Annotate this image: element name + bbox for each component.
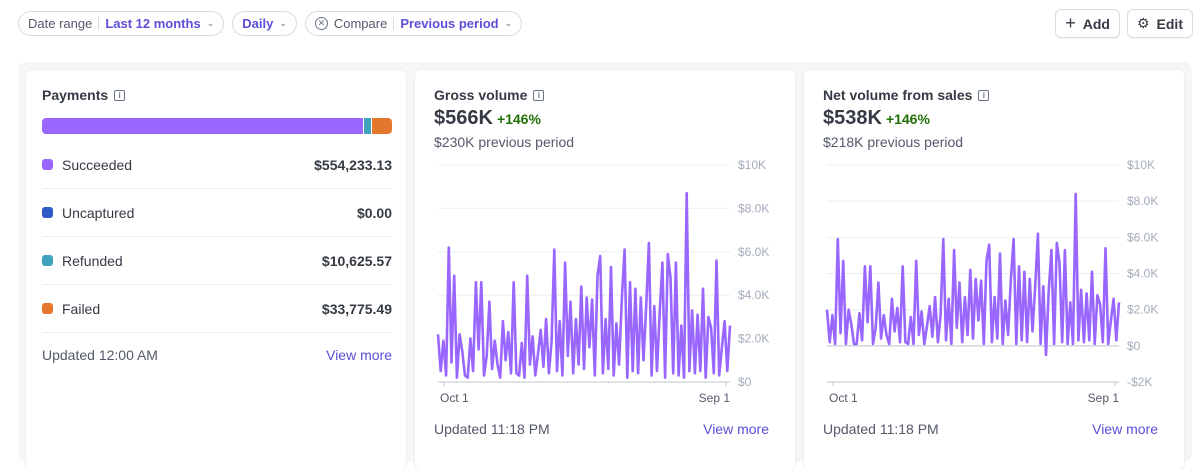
chart-title: Net volume from sales	[823, 87, 973, 103]
x-tick-label: Sep 1	[1088, 391, 1120, 405]
payment-row-refunded: Refunded $10,625.57	[42, 237, 392, 285]
updated-text: Updated 12:00 AM	[42, 347, 158, 363]
payments-breakdown-bar	[42, 118, 392, 134]
interval-value: Daily	[242, 16, 274, 31]
payments-title-text: Payments	[42, 87, 109, 103]
divider	[393, 17, 395, 30]
gross-volume-card: Gross volume i $566K +146% $230K previous …	[415, 70, 795, 470]
y-tick-label: $6.0K	[1127, 230, 1158, 244]
compare-value: Previous period	[400, 16, 499, 31]
x-tick-label: Sep 1	[699, 391, 731, 405]
payment-row-failed: Failed $33,775.49	[42, 285, 392, 333]
gross-volume-title: Gross volume i	[434, 87, 545, 103]
toolbar-actions: + Add ⚙ Edit	[1055, 9, 1193, 38]
row-amount: $554,233.13	[314, 156, 392, 173]
divider	[98, 17, 100, 30]
row-amount: $33,775.49	[321, 300, 392, 317]
y-tick-label: $4.0K	[1127, 267, 1158, 281]
view-more-link[interactable]: View more	[326, 347, 392, 363]
bar-segment-refunded	[364, 118, 372, 134]
payment-row-succeeded: Succeeded $554,233.13	[42, 141, 392, 189]
y-tick-label: $8.0K	[1127, 194, 1158, 208]
legend-dot	[42, 303, 53, 314]
previous-period: $230K previous period	[434, 134, 575, 150]
chart-footer: Updated 11:18 PM View more	[823, 421, 1158, 437]
compare-label: Compare	[333, 16, 388, 31]
row-label: Refunded	[62, 252, 123, 269]
y-tick-label: $0	[738, 375, 752, 389]
plus-icon: +	[1065, 13, 1076, 33]
view-more-link[interactable]: View more	[1092, 421, 1158, 437]
payments-title: Payments i	[42, 87, 126, 103]
y-tick-label: -$2K	[1127, 375, 1152, 389]
row-label: Uncaptured	[62, 204, 135, 221]
series-line	[825, 192, 1121, 357]
y-tick-label: $0	[1127, 339, 1141, 353]
updated-text: Updated 11:18 PM	[823, 421, 939, 437]
total-value: $566K	[434, 107, 493, 129]
net-volume-chart[interactable]: $10K $8.0K $6.0K $4.0K $2.0K $0 -$2K Oct 1 Sep 1	[804, 70, 1184, 410]
gear-icon: ⚙	[1136, 15, 1150, 31]
previous-period: $218K previous period	[823, 134, 964, 150]
edit-label: Edit	[1156, 15, 1183, 32]
change-badge: +146%	[496, 111, 541, 127]
view-more-link[interactable]: View more	[703, 421, 769, 437]
chart-title: Gross volume	[434, 87, 528, 103]
interval-filter[interactable]: Daily ⌄	[232, 11, 297, 36]
date-range-label: Date range	[28, 16, 93, 31]
y-tick-label: $4.0K	[738, 288, 769, 302]
clear-compare-icon[interactable]: ✕	[314, 17, 328, 30]
add-button[interactable]: + Add	[1055, 9, 1120, 38]
payments-footer: Updated 12:00 AM View more	[42, 347, 392, 363]
series-line	[436, 191, 732, 380]
compare-filter[interactable]: ✕ Compare Previous period ⌄	[304, 11, 523, 36]
gross-total: $566K +146%	[434, 107, 541, 130]
add-label: Add	[1082, 15, 1110, 32]
payment-row-uncaptured: Uncaptured $0.00	[42, 189, 392, 237]
dashboard-grid: Payments i Succeeded $554,233.13 Uncapture…	[18, 62, 1192, 470]
row-label: Failed	[62, 300, 101, 317]
info-icon[interactable]: i	[533, 89, 545, 101]
row-label: Succeeded	[62, 156, 133, 173]
y-tick-label: $6.0K	[738, 245, 769, 259]
payments-card: Payments i Succeeded $554,233.13 Uncapture…	[26, 70, 406, 470]
net-total: $538K +146%	[823, 107, 930, 130]
info-icon[interactable]: i	[114, 89, 126, 101]
legend-dot	[42, 207, 53, 218]
bar-segment-succeeded	[42, 118, 364, 134]
filter-bar: Date range Last 12 months ⌄ Daily ⌄ ✕ Co…	[18, 11, 523, 36]
y-tick-label: $2.0K	[738, 332, 769, 346]
date-range-filter[interactable]: Date range Last 12 months ⌄	[18, 11, 225, 36]
change-badge: +146%	[885, 111, 930, 127]
net-volume-card: Net volume from sales i $538K +146% $218K …	[804, 70, 1184, 470]
net-volume-title: Net volume from sales i	[823, 87, 990, 103]
y-tick-label: $10K	[738, 158, 766, 172]
chevron-down-icon: ⌄	[504, 18, 513, 28]
gross-volume-chart[interactable]: $10K $8.0K $6.0K $4.0K $2.0K $0 Oct 1 Sep 1	[415, 70, 795, 410]
bar-segment-failed	[372, 118, 392, 134]
updated-text: Updated 11:18 PM	[434, 421, 550, 437]
date-range-value: Last 12 months	[105, 16, 201, 31]
info-icon[interactable]: i	[978, 89, 990, 101]
legend-dot	[42, 255, 53, 266]
x-tick-label: Oct 1	[829, 391, 858, 405]
total-value: $538K	[823, 107, 882, 129]
chevron-down-icon: ⌄	[279, 18, 287, 28]
row-amount: $10,625.57	[321, 252, 392, 269]
chart-footer: Updated 11:18 PM View more	[434, 421, 769, 437]
chevron-down-icon: ⌄	[206, 18, 215, 28]
x-tick-label: Oct 1	[440, 391, 469, 405]
row-amount: $0.00	[356, 204, 392, 221]
legend-dot	[42, 159, 53, 170]
y-tick-label: $10K	[1127, 158, 1155, 172]
y-tick-label: $8.0K	[738, 201, 769, 215]
edit-button[interactable]: ⚙ Edit	[1126, 9, 1193, 38]
y-tick-label: $2.0K	[1127, 303, 1158, 317]
